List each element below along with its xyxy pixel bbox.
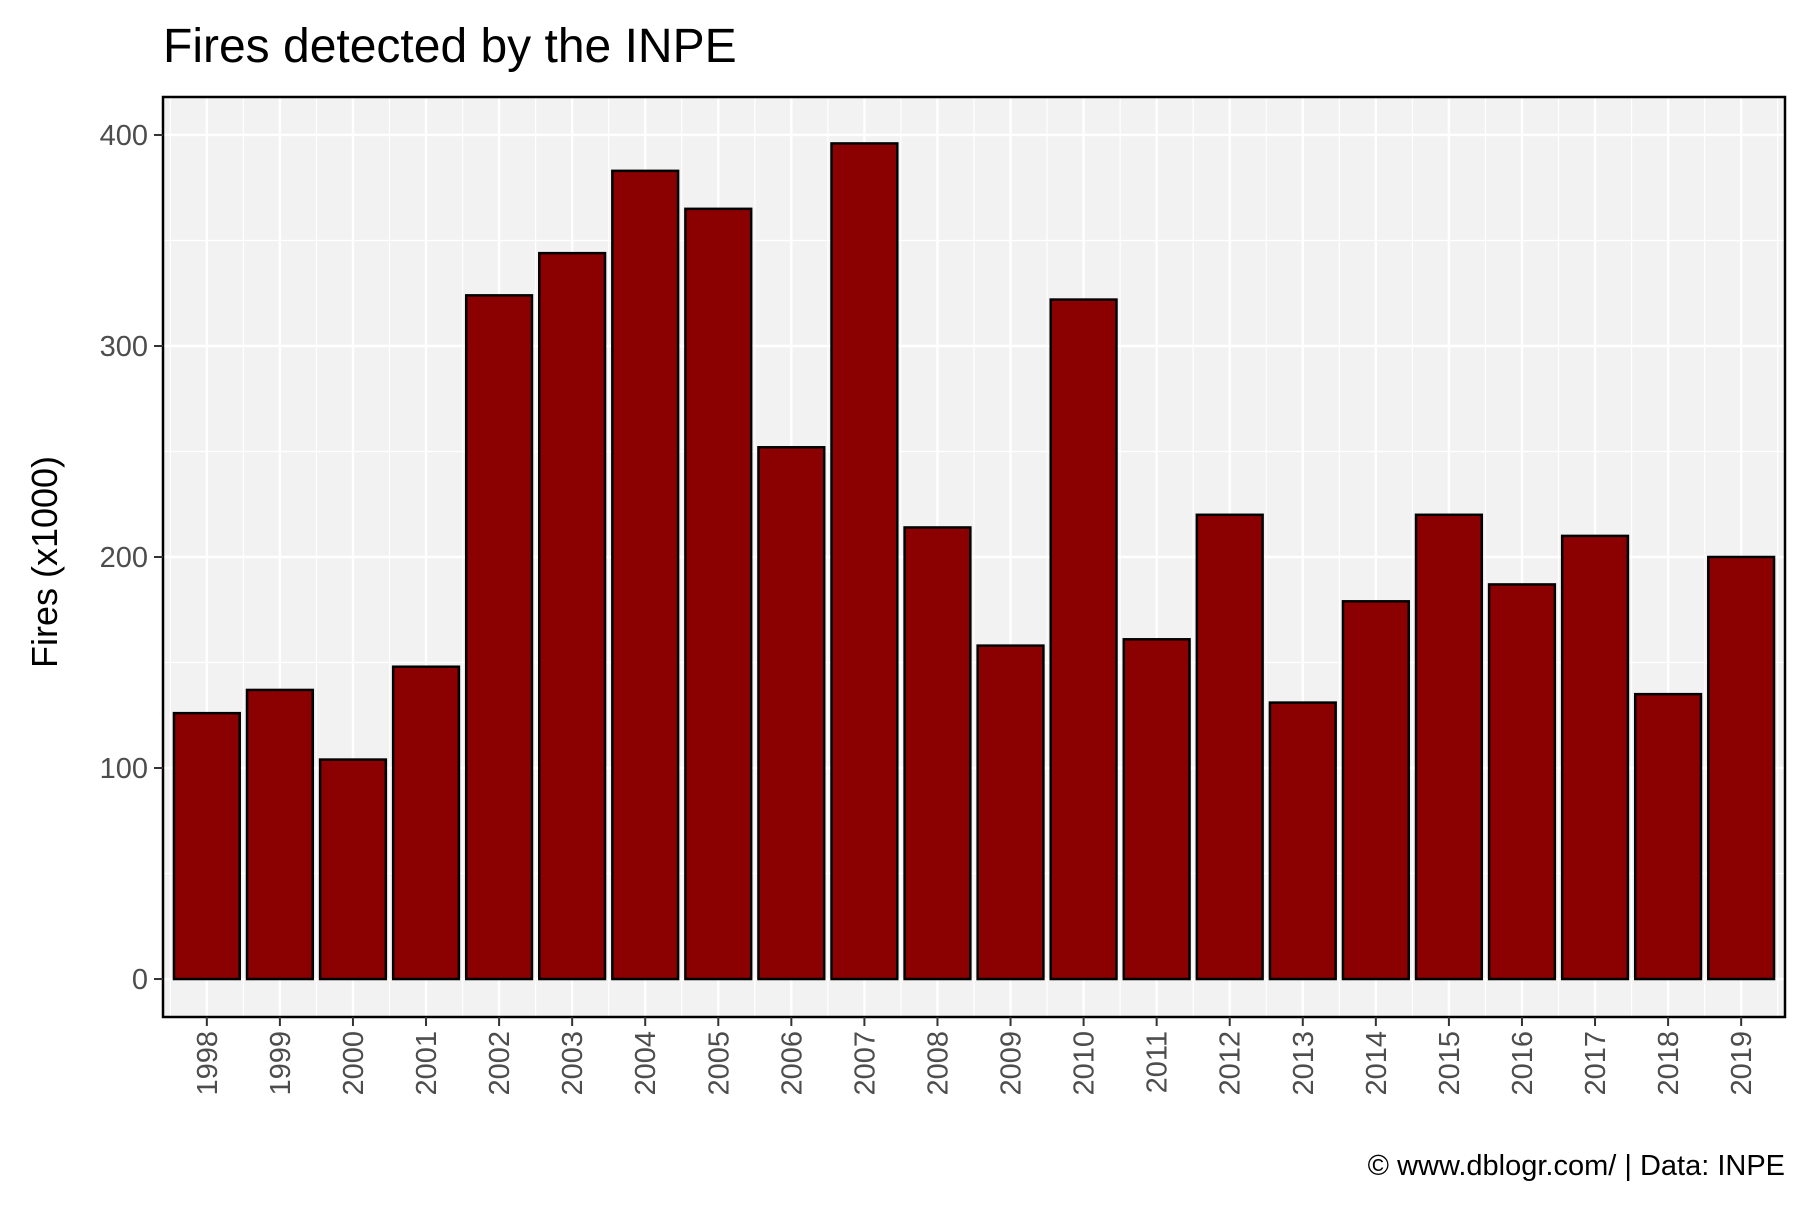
bar-2016 <box>1487 583 1557 981</box>
x-tick-label: 2003 <box>557 1031 589 1096</box>
y-tick-label: 200 <box>100 542 148 574</box>
x-tick-label: 2013 <box>1288 1031 1320 1096</box>
x-tick-label: 2009 <box>996 1031 1028 1096</box>
bar-2018 <box>1633 692 1703 981</box>
axes: 0 100 200 300 400 1998 1999 2000 2001 2002 2003 200… <box>100 120 1759 1096</box>
bar-2009 <box>976 644 1045 981</box>
bar-2015 <box>1414 513 1484 981</box>
x-tick-label: 2011 <box>1142 1031 1174 1093</box>
y-tick-label: 0 <box>132 964 148 996</box>
bar-2000 <box>318 758 388 981</box>
x-tick-label: 2017 <box>1580 1031 1612 1096</box>
y-tick-label: 400 <box>100 120 148 152</box>
x-tick-label: 2012 <box>1215 1031 1247 1096</box>
bar-1998 <box>172 711 241 981</box>
x-tick-label: 2001 <box>411 1031 443 1096</box>
x-tick-label: 2019 <box>1726 1031 1758 1096</box>
x-tick-label: 2006 <box>776 1031 808 1096</box>
x-tick-label: 1999 <box>265 1031 297 1096</box>
x-tick-label: 2018 <box>1653 1031 1685 1096</box>
y-tick-label: 300 <box>100 331 148 363</box>
x-tick-label: 2005 <box>703 1031 735 1096</box>
bar-2017 <box>1560 534 1630 981</box>
x-tick-label: 2014 <box>1361 1031 1393 1096</box>
bar-2004 <box>611 169 680 981</box>
x-tick-label: 2004 <box>630 1031 662 1096</box>
bar-2001 <box>391 665 461 981</box>
bar-2002 <box>464 294 534 981</box>
y-axis-label: Fires (x1000) <box>24 456 65 668</box>
bar-2014 <box>1341 600 1410 981</box>
bar-1999 <box>245 688 315 981</box>
bars <box>172 142 1776 981</box>
x-tick-label: 1998 <box>192 1031 224 1096</box>
bar-2011 <box>1122 638 1191 981</box>
bar-2003 <box>538 251 607 981</box>
bar-2007 <box>830 142 899 981</box>
bar-2008 <box>903 526 972 981</box>
x-tick-label: 2015 <box>1434 1031 1466 1096</box>
x-tick-label: 2007 <box>849 1031 881 1096</box>
chart-title: Fires detected by the INPE <box>163 20 737 73</box>
bar-2019 <box>1707 555 1776 981</box>
y-tick-label: 100 <box>100 753 148 785</box>
bar-2010 <box>1049 298 1118 981</box>
bar-2005 <box>684 207 753 981</box>
x-tick-label: 2002 <box>484 1031 516 1096</box>
bar-2006 <box>757 446 826 981</box>
x-tick-label: 2008 <box>922 1031 954 1096</box>
x-tick-label: 2016 <box>1507 1031 1539 1096</box>
bar-2012 <box>1195 513 1264 981</box>
chart-caption: © www.dblogr.com/ | Data: INPE <box>1368 1150 1785 1182</box>
x-tick-label: 2000 <box>338 1031 370 1096</box>
x-tick-label: 2010 <box>1069 1031 1101 1096</box>
bar-2013 <box>1268 701 1337 981</box>
